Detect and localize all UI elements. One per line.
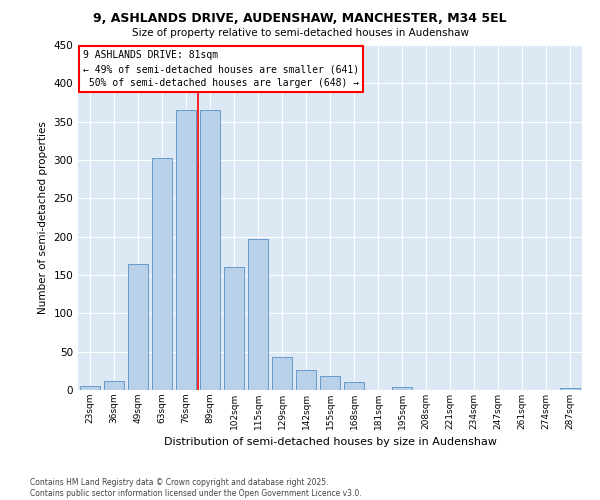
Bar [152,158,172,390]
Bar [248,239,268,390]
Bar [176,110,196,390]
X-axis label: Distribution of semi-detached houses by size in Audenshaw: Distribution of semi-detached houses by … [163,438,497,448]
Text: 9, ASHLANDS DRIVE, AUDENSHAW, MANCHESTER, M34 5EL: 9, ASHLANDS DRIVE, AUDENSHAW, MANCHESTER… [93,12,507,26]
Y-axis label: Number of semi-detached properties: Number of semi-detached properties [38,121,48,314]
Bar [80,386,100,390]
Bar [200,110,220,390]
Bar [104,381,124,390]
Bar [296,370,316,390]
Text: Contains HM Land Registry data © Crown copyright and database right 2025.
Contai: Contains HM Land Registry data © Crown c… [30,478,362,498]
Bar [560,388,580,390]
Bar [344,382,364,390]
Bar [272,357,292,390]
Bar [128,264,148,390]
Bar [320,376,340,390]
Bar [224,268,244,390]
Text: Size of property relative to semi-detached houses in Audenshaw: Size of property relative to semi-detach… [131,28,469,38]
Text: 9 ASHLANDS DRIVE: 81sqm
← 49% of semi-detached houses are smaller (641)
 50% of : 9 ASHLANDS DRIVE: 81sqm ← 49% of semi-de… [83,50,359,88]
Bar [392,387,412,390]
